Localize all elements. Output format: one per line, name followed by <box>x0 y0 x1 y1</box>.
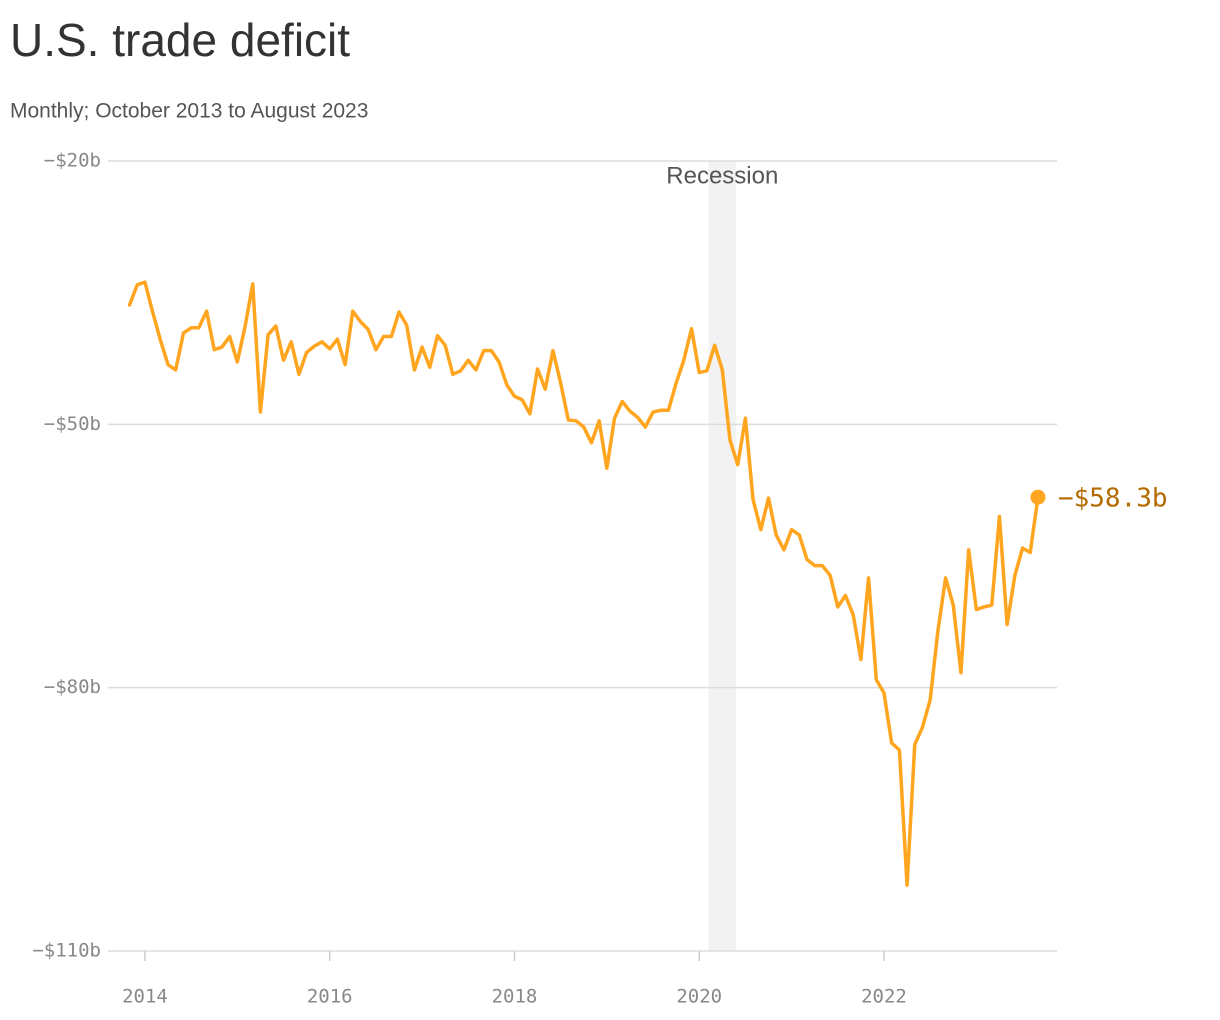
value-label: −$58.3b <box>1058 484 1168 514</box>
data-line <box>127 280 1040 887</box>
y-tick-label: −$20b <box>44 150 101 172</box>
y-tick-label: −$110b <box>32 940 101 962</box>
x-tick-label: 2022 <box>861 986 907 1008</box>
chart-title: U.S. trade deficit <box>10 14 350 66</box>
end-point <box>1030 489 1046 505</box>
recession-band <box>708 161 737 951</box>
x-tick-label: 2016 <box>307 986 353 1008</box>
x-tick-label: 2018 <box>492 986 538 1008</box>
recession-label: Recession <box>666 162 778 189</box>
chart-subtitle: Monthly; October 2013 to August 2023 <box>10 100 368 123</box>
x-tick-label: 2020 <box>676 986 722 1008</box>
x-tick-label: 2014 <box>122 986 168 1008</box>
y-tick-label: −$80b <box>44 676 101 698</box>
y-tick-label: −$50b <box>44 413 101 435</box>
